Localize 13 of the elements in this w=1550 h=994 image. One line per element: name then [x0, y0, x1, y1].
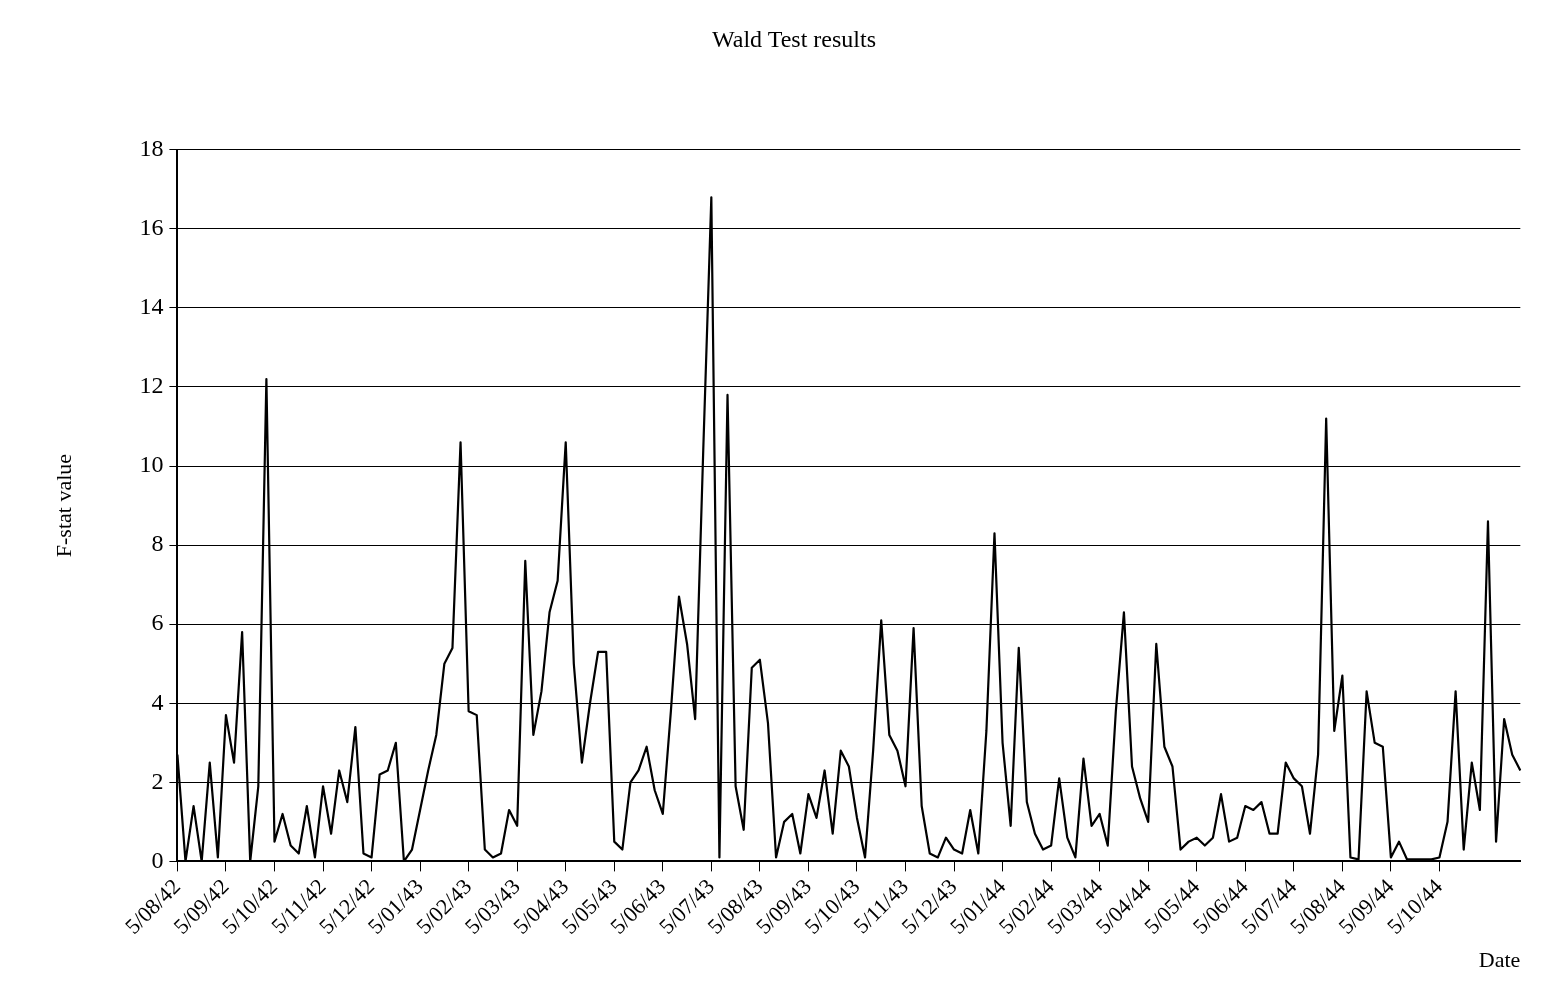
y-tick-label: 10: [139, 451, 164, 478]
y-tick-label: 8: [151, 530, 164, 557]
y-tick-label: 2: [151, 767, 164, 794]
y-tick-label: 4: [151, 688, 164, 715]
chart-title: Wald Test results: [712, 25, 876, 52]
y-tick-label: 12: [139, 372, 164, 399]
y-tick-label: 6: [151, 609, 164, 636]
x-axis-title: Date: [1478, 946, 1521, 972]
y-axis-title: F-stat value: [50, 453, 76, 558]
y-tick-label: 14: [139, 293, 164, 320]
y-tick-label: 0: [151, 846, 164, 873]
y-tick-label: 16: [139, 214, 164, 241]
y-tick-label: 18: [139, 135, 164, 162]
